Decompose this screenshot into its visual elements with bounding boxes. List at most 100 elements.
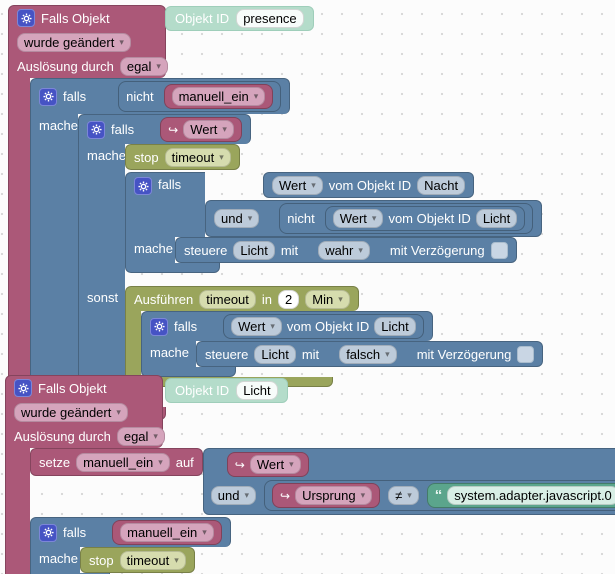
timer-dropdown[interactable]: timeout [119,550,186,570]
control-block[interactable]: steuere Licht mit wahr mit Ver [175,237,517,263]
mutator-gear-icon[interactable] [150,317,168,336]
bool-dropdown[interactable]: wahr [318,240,370,260]
object-id-label: Objekt ID [175,383,230,398]
variable-dropdown[interactable]: manuell_ein [171,87,266,106]
control-label: steuere [184,242,228,258]
trigger-change-dropdown[interactable]: wurde geändert [17,32,131,52]
trigger-block-licht[interactable]: Falls Objekt wurde geändert Auslösung du… [5,375,615,574]
trigger-by-dropdown[interactable]: egal [116,426,165,446]
string-block[interactable]: “ system.adapter.javascript.0 ” [426,483,615,508]
do-label: mache [134,241,174,256]
stop-label: stop [89,552,114,568]
trigger-title: Falls Objekt [38,380,107,396]
open-quote-icon: “ [434,486,443,504]
value-block[interactable]: ↪ Wert [226,452,309,477]
timer-dropdown[interactable]: timeout [164,147,231,167]
object-id-label: Objekt ID [175,11,230,26]
delay-label: mit Verzögerung [416,346,512,362]
hook-arrow-icon: ↪ [234,457,245,472]
if-block-5[interactable]: falls manuell_ein mache stop [30,517,231,574]
value-block[interactable]: ↪ Wert [160,117,242,142]
not-label: nicht [126,89,154,104]
object-field[interactable]: Licht [374,317,416,336]
delay-checkbox[interactable] [517,345,535,363]
source-block[interactable]: ↪ Ursprung [272,483,381,508]
and-block[interactable]: ↪ Wert und ↪ Ursprung ≠ [202,448,615,515]
variable-block[interactable]: manuell_ein [163,84,274,109]
else-label: sonst [87,290,119,305]
stop-timeout-block[interactable]: stop timeout [125,144,240,170]
set-label: setze [39,454,71,470]
value-dropdown[interactable]: Wert [332,209,384,228]
variable-block[interactable]: manuell_ein [112,520,222,545]
trigger-by-label: Auslösung durch [14,428,111,444]
value-of-object-block[interactable]: Wert vom Objekt ID Licht [324,206,526,231]
if-label: falls [158,177,182,192]
mutator-gear-icon[interactable] [17,9,35,27]
object-field[interactable]: Licht [233,240,275,260]
value-dropdown[interactable]: Wert [231,317,282,336]
variable-dropdown[interactable]: manuell_ein [76,452,170,472]
not-block[interactable]: nicht manuell_ein [118,81,282,112]
variable-dropdown[interactable]: manuell_ein [120,523,214,542]
value-of-object-block[interactable]: Wert vom Objekt ID Nacht [263,172,475,198]
if-label: falls [174,319,198,334]
control-block[interactable]: steuere Licht mit falsch [196,341,544,367]
object-field[interactable]: Licht [475,209,518,228]
mutator-gear-icon[interactable] [39,523,57,542]
hook-arrow-icon: ↪ [280,488,291,503]
of-object-label: vom Objekt ID [328,177,412,193]
and-dropdown[interactable]: und [214,209,260,228]
trigger-block-presence[interactable]: Falls Objekt wurde geändert Auslösung du… [8,5,544,420]
value-of-object-block[interactable]: Wert vom Objekt ID Licht [223,314,424,339]
mutator-gear-icon[interactable] [39,87,57,106]
with-label: mit [280,242,299,258]
and-dropdown[interactable]: und [210,486,257,505]
if-block-1[interactable]: falls nicht manuell_ein mache [30,78,544,407]
value-dropdown[interactable]: Wert [249,455,301,474]
set-variable-assembly: setze manuell_ein auf ↪ Wert und [30,448,615,515]
string-field[interactable]: system.adapter.javascript.0 [447,486,615,505]
delay-number-field[interactable]: 2 [278,289,300,309]
of-object-label: vom Objekt ID [286,319,370,334]
object-field[interactable]: Licht [254,344,296,364]
if-label: falls [63,525,87,540]
compare-block[interactable]: ↪ Ursprung ≠ “ system.adapter.javascript… [264,480,615,511]
if-block-2[interactable]: falls ↪ Wert mache [78,114,544,397]
trigger-change-dropdown[interactable]: wurde geändert [14,402,128,422]
object-id-block[interactable]: Objekt ID presence [165,6,314,31]
delay-checkbox[interactable] [490,241,508,259]
stop-label: stop [134,149,159,165]
do-label: mache [39,118,79,133]
if-block-3[interactable]: falls Wert vom Objekt ID Nacht [125,172,543,273]
value-dropdown[interactable]: Wert [272,175,323,195]
delay-label: mit Verzögerung [389,242,485,258]
bool-dropdown[interactable]: falsch [339,344,397,364]
if-label: falls [63,89,87,104]
mutator-gear-icon[interactable] [14,379,32,397]
if-block-4[interactable]: falls Wert vom Objekt ID Licht [141,311,544,377]
do-label: mache [39,551,79,566]
source-dropdown[interactable]: Ursprung [295,486,373,505]
trigger-by-dropdown[interactable]: egal [119,56,168,76]
timer-name-field[interactable]: timeout [199,289,256,309]
object-field[interactable]: Nacht [417,175,466,195]
stop-timeout-block[interactable]: stop timeout [80,547,195,573]
object-id-field[interactable]: Licht [236,381,278,400]
operator-dropdown[interactable]: ≠ [388,486,419,505]
not-block[interactable]: nicht Wert vom Objekt ID Licht [279,203,534,234]
object-id-block[interactable]: Objekt ID Licht [165,378,288,403]
object-id-field[interactable]: presence [236,9,304,28]
mutator-gear-icon[interactable] [87,120,105,139]
value-dropdown[interactable]: Wert [183,120,234,139]
do-label: mache [150,345,190,360]
trigger-header: Falls Objekt wurde geändert Auslösung du… [5,375,165,448]
mutator-gear-icon[interactable] [134,177,152,195]
and-block[interactable]: Wert vom Objekt ID Nacht und [205,172,543,237]
do-label: mache [87,148,127,163]
exec-timeout-block[interactable]: Ausführen timeout in 2 Min [125,286,544,387]
set-variable-block[interactable]: setze manuell_ein auf [30,448,203,476]
unit-dropdown[interactable]: Min [305,289,350,309]
control-label: steuere [205,346,249,362]
